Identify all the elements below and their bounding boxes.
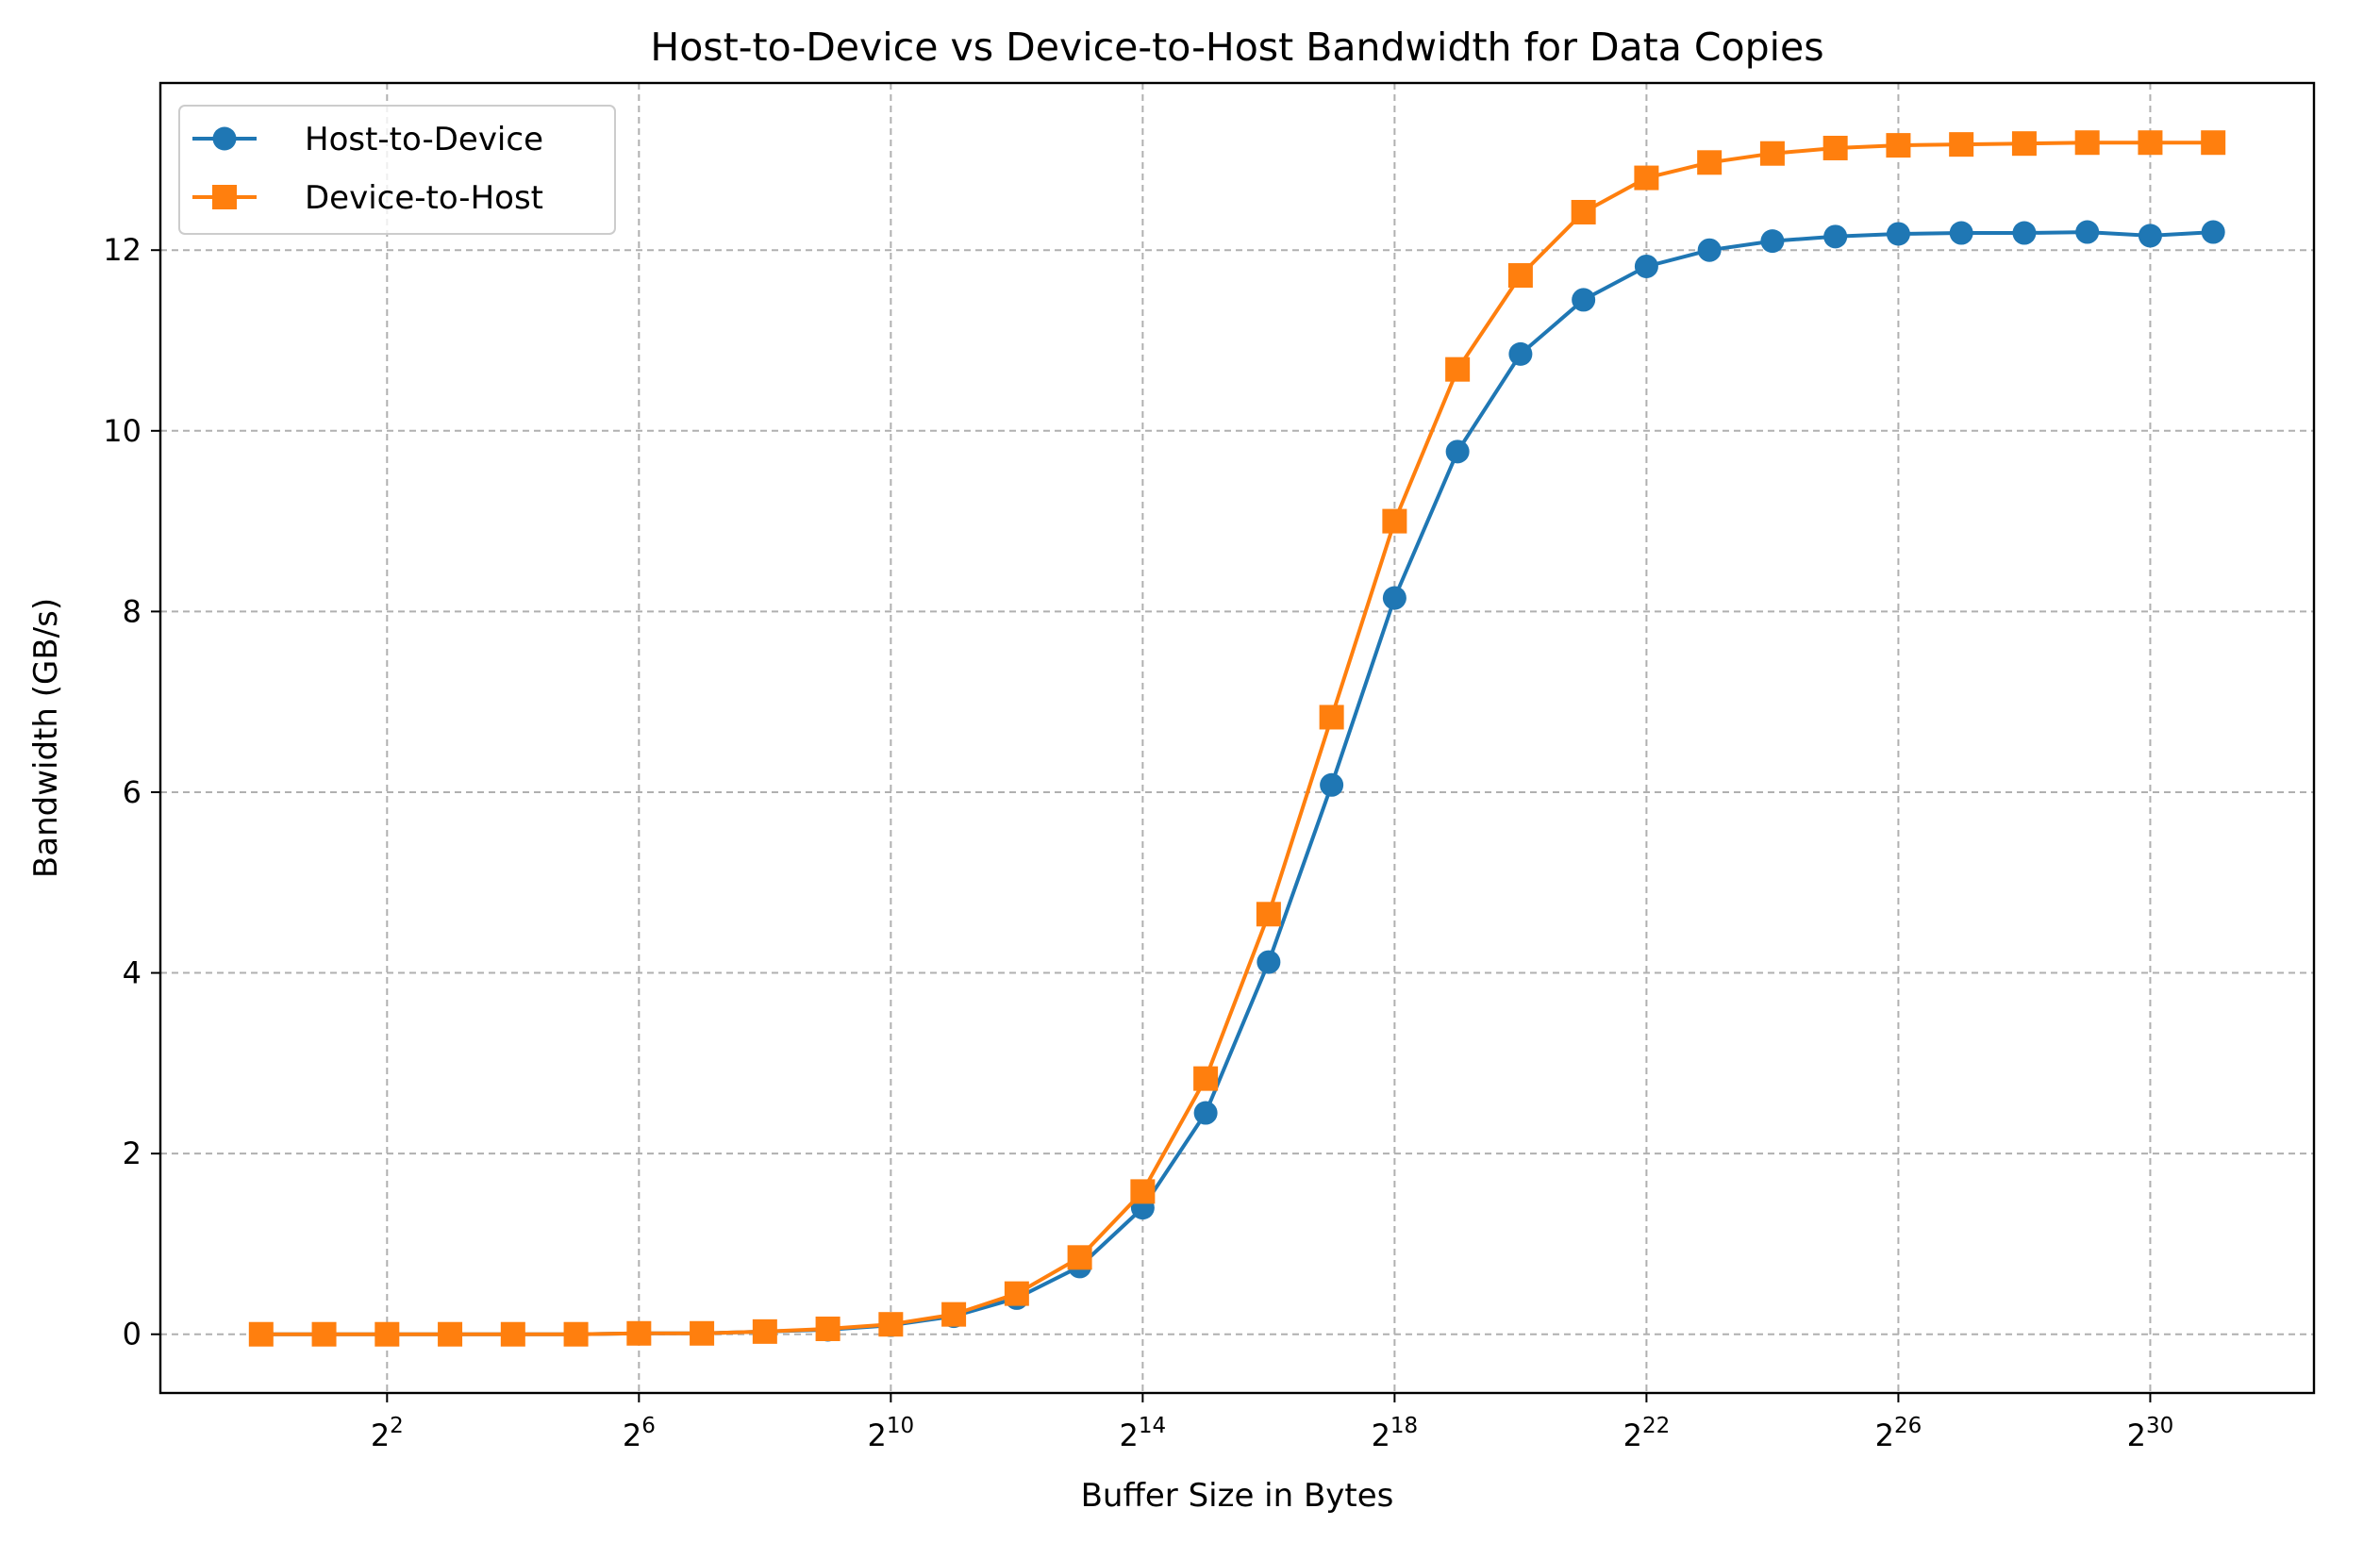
- y-tick-label: 0: [123, 1317, 141, 1352]
- chart-title: Host-to-Device vs Device-to-Host Bandwid…: [650, 25, 1823, 70]
- y-tick-label: 8: [123, 593, 141, 629]
- grid-lines: [160, 83, 2314, 1393]
- data-point: [2075, 220, 2100, 244]
- data-point: [2201, 220, 2225, 244]
- plot-frame: [158, 81, 2316, 1395]
- y-tick-label: 4: [123, 955, 141, 991]
- data-point: [1193, 1101, 1218, 1125]
- data-point: [438, 1321, 463, 1347]
- data-point: [1130, 1179, 1156, 1204]
- data-point: [2012, 221, 2037, 245]
- data-point: [1634, 254, 1658, 278]
- legend: Host-to-Device Device-to-Host: [178, 105, 616, 235]
- x-tick-label: 214: [1120, 1414, 1167, 1453]
- data-point: [311, 1321, 337, 1347]
- data-point: [1257, 950, 1281, 974]
- data-point: [1508, 341, 1533, 366]
- data-point: [2201, 130, 2226, 156]
- data-point: [1445, 439, 1470, 464]
- data-point: [1949, 132, 1974, 158]
- data-point: [248, 1321, 274, 1347]
- data-point: [1004, 1281, 1029, 1306]
- x-tick-label: 22: [371, 1414, 404, 1453]
- data-point: [1319, 705, 1344, 730]
- data-point: [1759, 141, 1785, 166]
- data-point: [941, 1302, 967, 1327]
- data-point: [1382, 508, 1407, 534]
- y-tick-label: 6: [123, 774, 141, 810]
- data-point: [1949, 221, 1973, 245]
- x-tick-label: 26: [623, 1414, 656, 1453]
- y-axis-title: Bandwidth (GB/s): [27, 598, 65, 878]
- data-point: [1256, 902, 1281, 927]
- legend-label: Device-to-Host: [305, 179, 543, 217]
- y-tick-label: 10: [103, 413, 141, 449]
- data-point: [815, 1316, 840, 1341]
- legend-label: Host-to-Device: [305, 121, 543, 158]
- data-point: [563, 1321, 589, 1347]
- data-point: [1572, 288, 1596, 312]
- data-point: [1320, 772, 1344, 797]
- legend-marker: [212, 126, 237, 151]
- series-layer: [248, 130, 2226, 1347]
- x-tick-label: 230: [2127, 1414, 2174, 1453]
- data-point: [374, 1321, 400, 1347]
- data-point: [878, 1312, 904, 1337]
- data-point: [2074, 130, 2100, 156]
- x-axis-title: Buffer Size in Bytes: [1081, 1477, 1394, 1515]
- data-point: [2138, 224, 2162, 248]
- data-point: [1760, 229, 1785, 254]
- x-axis: 22 26 210 214 218 222 226 230: [371, 1393, 2173, 1453]
- data-point: [1382, 586, 1406, 610]
- data-point: [1822, 135, 1848, 160]
- y-tick-label: 2: [123, 1136, 141, 1171]
- data-point: [626, 1320, 652, 1346]
- data-point: [1697, 150, 1723, 175]
- data-point: [690, 1320, 715, 1346]
- data-point: [2138, 130, 2163, 156]
- data-point: [1571, 199, 1596, 224]
- legend-marker: [212, 185, 237, 209]
- data-point: [1445, 356, 1471, 382]
- data-point: [1886, 133, 1911, 158]
- data-point: [500, 1321, 525, 1347]
- series-device-to-host: [248, 130, 2226, 1347]
- x-tick-label: 210: [868, 1414, 915, 1453]
- y-tick-label: 12: [103, 232, 141, 268]
- legend-box: [178, 105, 616, 235]
- data-point: [1634, 165, 1659, 191]
- legend-item: Device-to-Host: [192, 179, 543, 217]
- data-point: [1886, 222, 1910, 246]
- data-point: [2011, 131, 2037, 157]
- data-point: [1697, 238, 1722, 262]
- y-axis: 0 2 4 6 8 10 12: [103, 232, 160, 1352]
- x-tick-label: 222: [1623, 1414, 1671, 1453]
- legend-items: Host-to-Device Device-to-Host: [192, 121, 543, 217]
- data-point: [1193, 1066, 1219, 1091]
- x-tick-label: 218: [1372, 1414, 1419, 1453]
- data-point: [752, 1318, 777, 1344]
- data-point: [1067, 1245, 1092, 1270]
- data-point: [1507, 263, 1533, 289]
- data-point: [1823, 224, 1848, 249]
- legend-item: Host-to-Device: [192, 121, 543, 158]
- x-tick-label: 226: [1875, 1414, 1922, 1453]
